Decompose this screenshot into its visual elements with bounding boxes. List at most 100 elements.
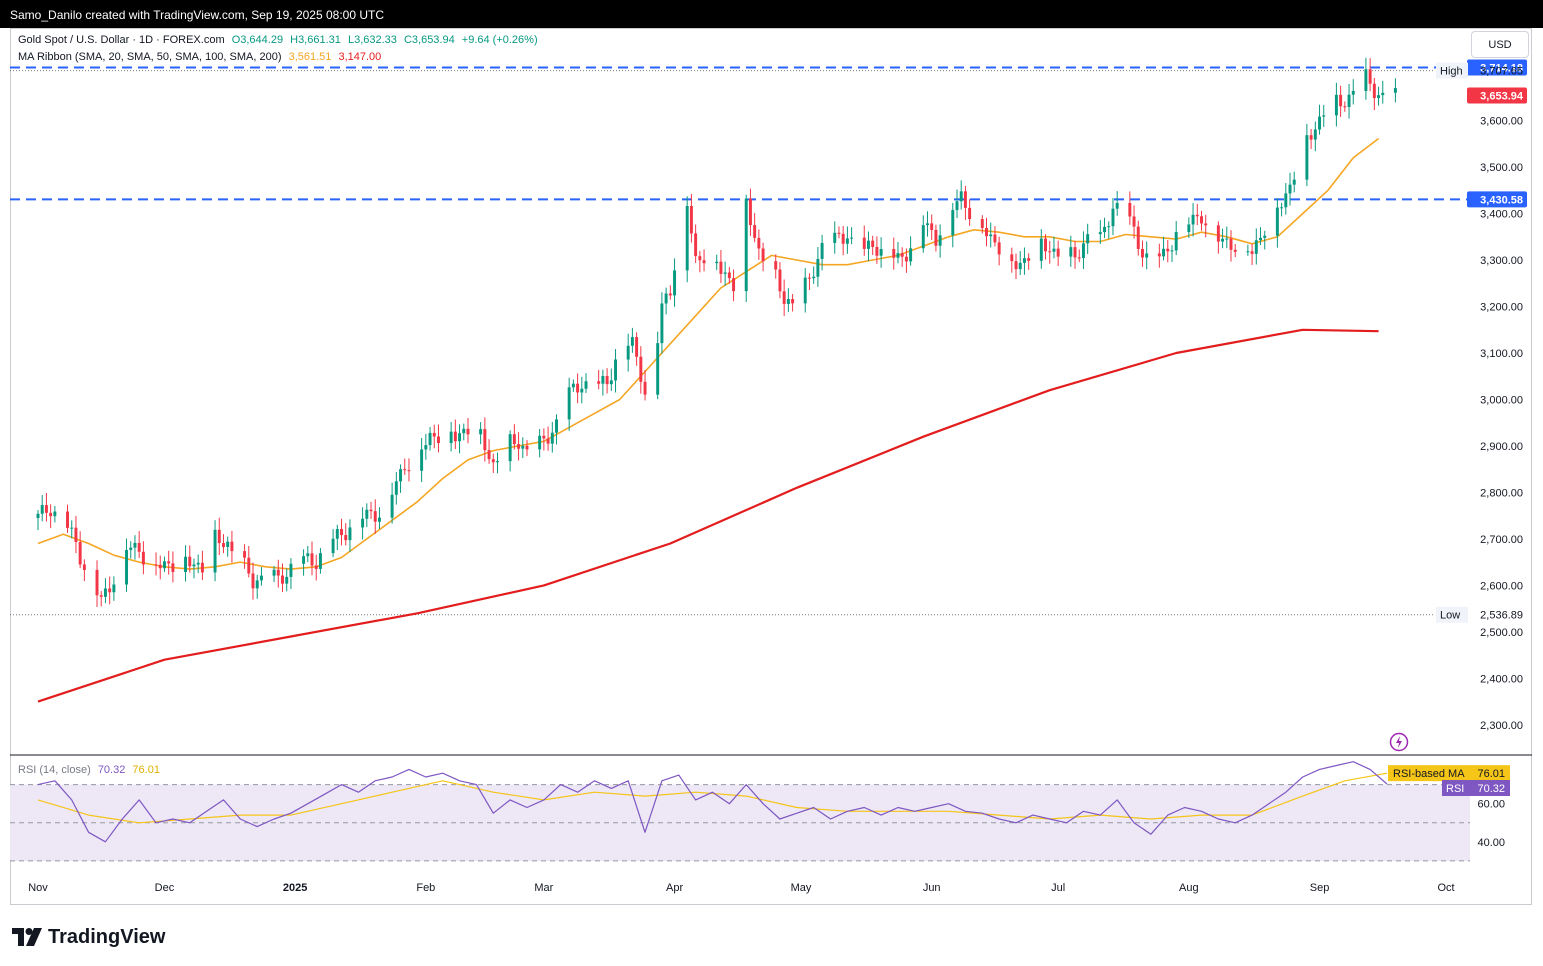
candle: [904, 256, 908, 262]
candle: [774, 261, 778, 270]
candle: [259, 575, 263, 581]
symbol-title: Gold Spot / U.S. Dollar · 1D · FOREX.com: [18, 34, 225, 46]
candle: [1216, 225, 1220, 242]
rsi-line: [37, 761, 1388, 843]
candle: [1292, 179, 1296, 185]
candle: [1318, 116, 1322, 130]
open-value: O3,644.29: [231, 34, 284, 46]
price-tick-label: 3,500.00: [1480, 162, 1523, 174]
candle: [1111, 208, 1115, 227]
rsi-value: 70.32: [97, 764, 126, 776]
candle: [369, 509, 373, 512]
time-axis-label: Jun: [923, 882, 941, 894]
candle: [1305, 135, 1309, 180]
time-axis-label: Feb: [416, 882, 435, 894]
candle: [1170, 250, 1174, 252]
candle: [95, 569, 99, 596]
low-value-label: 2,536.89: [1480, 610, 1523, 622]
candle: [437, 436, 440, 444]
candle: [1132, 216, 1136, 227]
candle: [428, 432, 432, 446]
time-axis-label: Sep: [1310, 882, 1330, 894]
candle: [1381, 92, 1385, 96]
candle: [668, 293, 672, 296]
candle: [698, 256, 702, 261]
candle: [837, 232, 841, 234]
time-axis-label: Apr: [666, 882, 683, 894]
candle: [626, 345, 630, 360]
candle: [601, 376, 605, 384]
candle: [955, 201, 959, 211]
price-tick-label: 2,800.00: [1480, 487, 1523, 499]
price-tick-label: 2,300.00: [1480, 720, 1523, 732]
candle: [141, 551, 145, 565]
candle: [1052, 248, 1056, 252]
tradingview-logo[interactable]: TradingView: [12, 924, 165, 950]
ma-label: MA Ribbon (SMA, 20, SMA, 50, SMA, 100, S…: [18, 51, 282, 63]
candle: [1280, 207, 1284, 209]
candle: [1284, 193, 1288, 208]
candle: [361, 518, 365, 528]
symbol-legend: Gold Spot / U.S. Dollar · 1D · FOREX.com…: [18, 34, 538, 46]
lightning-icon[interactable]: [1389, 732, 1409, 752]
candle: [1103, 226, 1107, 233]
candle: [850, 237, 854, 239]
candle: [997, 242, 1001, 255]
candle: [989, 234, 993, 237]
candle: [875, 246, 879, 256]
time-axis-label: Aug: [1179, 882, 1199, 894]
candle: [921, 225, 925, 249]
candle: [108, 588, 112, 593]
candle: [732, 278, 736, 292]
candle: [335, 529, 339, 539]
candle: [753, 225, 757, 238]
candle: [377, 517, 381, 522]
candle: [744, 198, 748, 292]
candle: [453, 431, 457, 442]
candle: [1250, 251, 1254, 254]
candle: [200, 562, 204, 573]
low-badge: [1436, 606, 1468, 623]
candle: [580, 388, 584, 393]
candle: [1098, 232, 1102, 235]
candle: [424, 445, 428, 450]
candle: [1086, 234, 1090, 244]
candle: [761, 248, 765, 262]
candle: [635, 337, 639, 357]
candle: [251, 573, 255, 589]
price-tick-label: 3,300.00: [1480, 255, 1523, 267]
candle: [748, 198, 752, 226]
candle: [1128, 202, 1132, 217]
candle: [542, 435, 546, 439]
ma-legend: MA Ribbon (SMA, 20, SMA, 50, SMA, 100, S…: [18, 51, 381, 63]
candle: [727, 272, 731, 279]
price-tick-label: 2,600.00: [1480, 580, 1523, 592]
candle: [314, 565, 318, 569]
currency-button[interactable]: USD: [1471, 31, 1529, 58]
candle: [167, 561, 171, 564]
candle: [1022, 258, 1026, 263]
candle: [1313, 129, 1317, 140]
candle: [403, 469, 407, 471]
rsi-ma-name-tag: [1388, 765, 1468, 782]
candle: [782, 291, 786, 304]
candle: [685, 206, 689, 271]
rsi-tick-label: 60.00: [1477, 799, 1505, 811]
candle: [1288, 184, 1292, 194]
candle: [230, 541, 234, 552]
candle: [1174, 231, 1178, 251]
candle: [226, 541, 230, 548]
candle: [757, 237, 761, 249]
candle: [926, 223, 929, 226]
candle: [222, 543, 225, 548]
candle: [614, 359, 618, 381]
candle: [281, 575, 284, 584]
candle: [1081, 243, 1085, 258]
candle: [373, 511, 377, 522]
close-value: C3,653.94: [403, 34, 455, 46]
candle: [1254, 240, 1258, 254]
candle: [820, 242, 824, 259]
candle: [664, 293, 668, 304]
candle: [483, 429, 487, 451]
